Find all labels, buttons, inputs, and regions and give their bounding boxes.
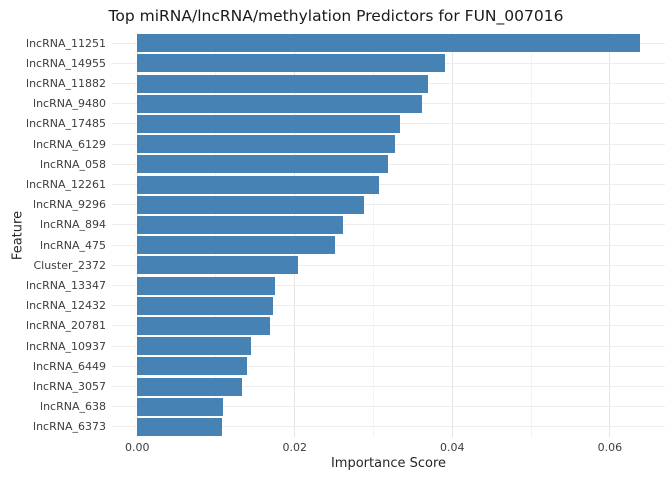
major-gridline xyxy=(294,33,296,437)
bar xyxy=(137,155,389,174)
category-gridline xyxy=(112,345,665,347)
y-tick-label: lncRNA_9296 xyxy=(33,198,106,212)
category-gridline xyxy=(112,264,665,266)
category-gridline xyxy=(112,386,665,387)
y-tick-label: lncRNA_894 xyxy=(40,218,106,232)
category-gridline xyxy=(112,285,665,286)
bar xyxy=(137,195,365,214)
y-tick-label: lncRNA_11882 xyxy=(26,77,106,90)
bar xyxy=(137,276,276,295)
y-tick-label: lncRNA_14955 xyxy=(26,56,106,70)
category-gridline xyxy=(112,163,665,165)
y-tick-label: lncRNA_6129 xyxy=(33,137,106,151)
y-tick-label: lncRNA_10937 xyxy=(26,339,106,353)
category-gridline xyxy=(112,406,665,408)
category-gridline xyxy=(112,204,665,206)
bar xyxy=(137,34,640,53)
major-gridline xyxy=(609,33,611,437)
y-tick-label: lncRNA_17485 xyxy=(26,117,106,131)
plot-area xyxy=(112,33,665,437)
category-gridline xyxy=(112,325,665,327)
category-gridline xyxy=(112,184,665,185)
bar xyxy=(137,256,298,275)
bar xyxy=(137,94,423,113)
bar xyxy=(137,357,248,376)
x-axis-title: Importance Score xyxy=(330,456,447,471)
y-axis-title: Feature xyxy=(10,210,26,261)
bar xyxy=(137,417,223,436)
category-gridline xyxy=(112,305,665,307)
bar xyxy=(137,215,343,234)
bar xyxy=(137,296,274,315)
x-tick-label: 0.00 xyxy=(124,441,150,454)
x-tick-label: 0.02 xyxy=(282,441,308,454)
y-tick-label: lncRNA_20781 xyxy=(26,319,106,333)
bar xyxy=(137,337,252,356)
x-tick-label: 0.04 xyxy=(440,441,465,454)
chart-title: Top miRNA/lncRNA/methylation Predictors … xyxy=(108,7,564,25)
bar xyxy=(137,74,428,93)
bar xyxy=(137,175,380,194)
bar xyxy=(137,316,270,335)
y-tick-label: lncRNA_11251 xyxy=(26,36,106,50)
bar xyxy=(137,397,224,416)
bar xyxy=(137,377,242,396)
y-tick-label: lncRNA_6373 xyxy=(33,420,106,434)
category-gridline xyxy=(112,244,665,246)
y-tick-label: lncRNA_12432 xyxy=(26,299,106,313)
y-tick-label: Cluster_2372 xyxy=(33,258,106,272)
bar xyxy=(137,135,395,154)
bar xyxy=(137,114,400,133)
y-tick-label: lncRNA_6449 xyxy=(33,359,106,373)
y-tick-label: lncRNA_3057 xyxy=(33,380,106,393)
y-tick-label: lncRNA_12261 xyxy=(26,178,106,191)
bar xyxy=(137,236,335,255)
y-tick-label: lncRNA_13347 xyxy=(26,279,106,292)
y-tick-label: lncRNA_475 xyxy=(40,238,106,252)
category-gridline xyxy=(112,224,665,226)
category-gridline xyxy=(112,426,665,428)
x-tick-label: 0.06 xyxy=(597,441,623,454)
major-gridline xyxy=(451,33,453,437)
minor-gridline xyxy=(215,33,217,437)
major-gridline xyxy=(136,33,138,437)
y-tick-label: lncRNA_638 xyxy=(40,400,106,414)
bar xyxy=(137,54,446,73)
category-gridline xyxy=(112,365,665,367)
minor-gridline xyxy=(373,33,375,437)
y-tick-label: lncRNA_9480 xyxy=(33,97,106,111)
minor-gridline xyxy=(530,33,532,437)
y-tick-label: lncRNA_058 xyxy=(40,157,106,171)
